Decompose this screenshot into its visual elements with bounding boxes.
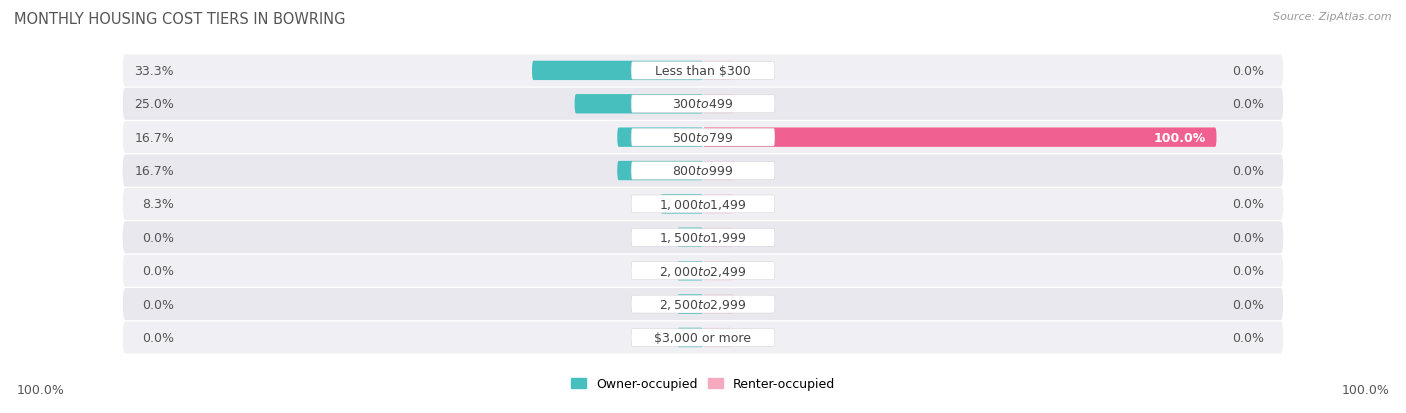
FancyBboxPatch shape (122, 55, 1284, 87)
FancyBboxPatch shape (122, 322, 1284, 354)
Text: $2,000 to $2,499: $2,000 to $2,499 (659, 264, 747, 278)
FancyBboxPatch shape (678, 261, 703, 281)
FancyBboxPatch shape (678, 328, 703, 347)
FancyBboxPatch shape (122, 122, 1284, 154)
FancyBboxPatch shape (631, 129, 775, 147)
FancyBboxPatch shape (678, 295, 703, 314)
FancyBboxPatch shape (122, 222, 1284, 254)
FancyBboxPatch shape (631, 295, 775, 313)
FancyBboxPatch shape (703, 228, 734, 247)
Text: $300 to $499: $300 to $499 (672, 98, 734, 111)
Text: 8.3%: 8.3% (142, 198, 174, 211)
FancyBboxPatch shape (678, 295, 703, 314)
FancyBboxPatch shape (703, 62, 734, 81)
FancyBboxPatch shape (631, 62, 775, 80)
FancyBboxPatch shape (122, 155, 1284, 187)
Text: 0.0%: 0.0% (1232, 298, 1264, 311)
Text: MONTHLY HOUSING COST TIERS IN BOWRING: MONTHLY HOUSING COST TIERS IN BOWRING (14, 12, 346, 27)
Text: $3,000 or more: $3,000 or more (655, 331, 751, 344)
FancyBboxPatch shape (631, 162, 775, 180)
FancyBboxPatch shape (631, 329, 775, 347)
Text: 0.0%: 0.0% (1232, 231, 1264, 244)
FancyBboxPatch shape (678, 228, 703, 247)
FancyBboxPatch shape (703, 95, 734, 114)
Text: 16.7%: 16.7% (135, 165, 174, 178)
FancyBboxPatch shape (575, 95, 703, 114)
Text: 100.0%: 100.0% (17, 384, 65, 396)
Legend: Owner-occupied, Renter-occupied: Owner-occupied, Renter-occupied (571, 377, 835, 390)
FancyBboxPatch shape (617, 128, 703, 147)
FancyBboxPatch shape (631, 96, 775, 114)
FancyBboxPatch shape (703, 295, 734, 314)
Text: 0.0%: 0.0% (1232, 265, 1264, 278)
FancyBboxPatch shape (661, 195, 703, 214)
FancyBboxPatch shape (122, 288, 1284, 320)
FancyBboxPatch shape (678, 261, 703, 281)
FancyBboxPatch shape (703, 328, 734, 347)
Text: $800 to $999: $800 to $999 (672, 165, 734, 178)
Text: 0.0%: 0.0% (1232, 331, 1264, 344)
Text: 0.0%: 0.0% (142, 231, 174, 244)
FancyBboxPatch shape (703, 161, 734, 181)
Text: 25.0%: 25.0% (134, 98, 174, 111)
Text: 100.0%: 100.0% (1154, 131, 1206, 144)
FancyBboxPatch shape (678, 228, 703, 247)
Text: $1,000 to $1,499: $1,000 to $1,499 (659, 197, 747, 211)
FancyBboxPatch shape (122, 188, 1284, 221)
FancyBboxPatch shape (631, 229, 775, 247)
FancyBboxPatch shape (122, 255, 1284, 287)
FancyBboxPatch shape (122, 88, 1284, 121)
Text: $1,500 to $1,999: $1,500 to $1,999 (659, 231, 747, 245)
Text: 0.0%: 0.0% (1232, 198, 1264, 211)
Text: 0.0%: 0.0% (1232, 65, 1264, 78)
FancyBboxPatch shape (631, 262, 775, 280)
Text: Source: ZipAtlas.com: Source: ZipAtlas.com (1274, 12, 1392, 22)
Text: Less than $300: Less than $300 (655, 65, 751, 78)
FancyBboxPatch shape (531, 62, 703, 81)
FancyBboxPatch shape (703, 128, 1216, 147)
Text: $2,500 to $2,999: $2,500 to $2,999 (659, 297, 747, 311)
Text: 33.3%: 33.3% (135, 65, 174, 78)
FancyBboxPatch shape (678, 328, 703, 347)
Text: 16.7%: 16.7% (135, 131, 174, 144)
FancyBboxPatch shape (703, 261, 734, 281)
FancyBboxPatch shape (617, 161, 703, 181)
Text: 0.0%: 0.0% (142, 298, 174, 311)
Text: 0.0%: 0.0% (1232, 98, 1264, 111)
Text: 100.0%: 100.0% (1341, 384, 1389, 396)
Text: 0.0%: 0.0% (142, 265, 174, 278)
Text: 0.0%: 0.0% (142, 331, 174, 344)
Text: $500 to $799: $500 to $799 (672, 131, 734, 144)
FancyBboxPatch shape (631, 195, 775, 214)
FancyBboxPatch shape (703, 195, 734, 214)
Text: 0.0%: 0.0% (1232, 165, 1264, 178)
